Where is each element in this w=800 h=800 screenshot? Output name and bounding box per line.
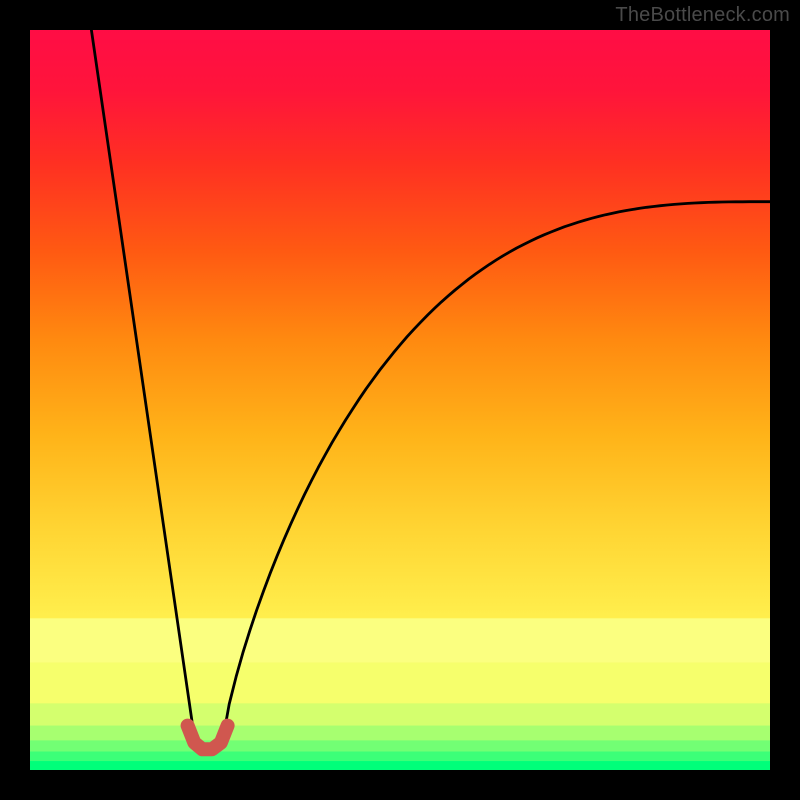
green-bands-group: [30, 618, 770, 770]
green-band: [30, 703, 770, 725]
plot-area: [30, 30, 770, 770]
green-band: [30, 726, 770, 741]
green-band: [30, 761, 770, 770]
green-band: [30, 618, 770, 662]
green-band: [30, 752, 770, 762]
green-band: [30, 740, 770, 751]
green-band: [30, 663, 770, 704]
bottleneck-chart-page: TheBottleneck.com: [0, 0, 800, 800]
watermark-text: TheBottleneck.com: [615, 4, 790, 27]
plot-svg: [30, 30, 770, 770]
